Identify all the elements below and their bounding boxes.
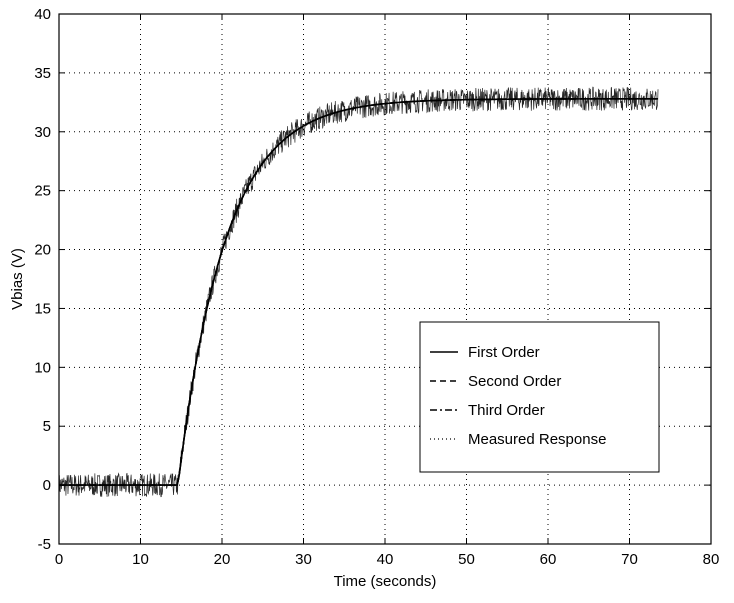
y-tick-label: 25	[34, 183, 51, 200]
legend-label: Second Order	[468, 373, 561, 390]
y-tick-label: 10	[34, 359, 51, 376]
y-tick-label: 5	[43, 418, 51, 435]
y-tick-label: 30	[34, 124, 51, 141]
legend-label: Measured Response	[468, 431, 606, 448]
y-tick-label: -5	[38, 536, 51, 553]
y-tick-label: 20	[34, 242, 51, 259]
x-axis-label: Time (seconds)	[334, 573, 437, 590]
x-tick-label: 0	[55, 551, 63, 568]
y-axis-label: Vbias (V)	[9, 248, 26, 310]
legend: First Order Second Order Third Order Measur…	[419, 321, 660, 473]
x-tick-label: 10	[132, 551, 149, 568]
y-tick-label: 40	[34, 6, 51, 23]
x-tick-label: 80	[703, 551, 720, 568]
y-tick-label: 15	[34, 300, 51, 317]
series-group	[58, 86, 659, 498]
x-tick-label: 70	[621, 551, 638, 568]
y-tick-label: 0	[43, 477, 51, 494]
y-tick-label: 35	[34, 65, 51, 82]
x-tick-label: 20	[214, 551, 231, 568]
legend-label: Third Order	[468, 402, 545, 419]
series-third-order	[59, 98, 659, 486]
x-tick-label: 60	[540, 551, 557, 568]
legend-box	[419, 321, 660, 473]
x-tick-label: 40	[377, 551, 394, 568]
x-tick-label: 30	[295, 551, 312, 568]
grid	[59, 14, 711, 544]
legend-label: First Order	[468, 344, 540, 361]
x-tick-label: 50	[458, 551, 475, 568]
